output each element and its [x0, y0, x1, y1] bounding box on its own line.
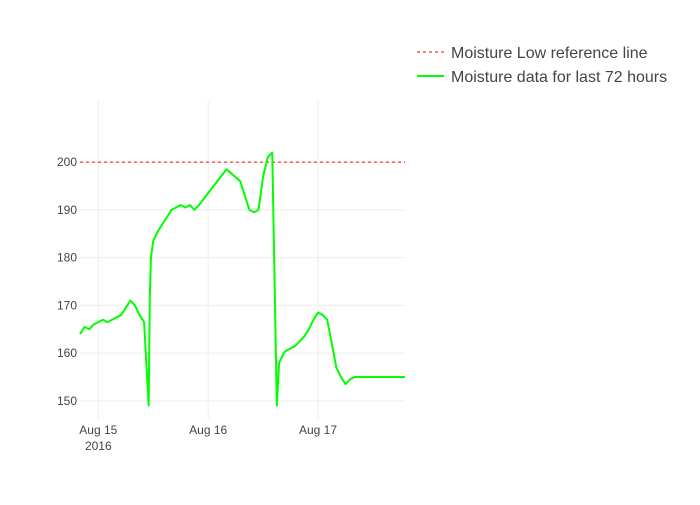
- y-tick-label: 180: [57, 251, 77, 265]
- legend-label: Moisture data for last 72 hours: [451, 69, 667, 86]
- grid-layer: [80, 100, 405, 420]
- legend[interactable]: Moisture Low reference line Moisture data…: [417, 45, 667, 86]
- moisture-series-line[interactable]: [79, 151, 405, 407]
- series-layer: [79, 151, 405, 407]
- x-tick-label: Aug 17: [299, 423, 337, 437]
- y-tick-label: 160: [57, 346, 77, 360]
- y-tick-label: 170: [57, 298, 77, 312]
- y-tick-label: 190: [57, 203, 77, 217]
- legend-item[interactable]: Moisture data for last 72 hours: [417, 69, 667, 86]
- y-tick-label: 150: [57, 394, 77, 408]
- axis-layer: 150 160 170 180 190 200 Aug 15 2016 Aug 16 Aug 17: [57, 155, 337, 453]
- y-tick-label: 200: [57, 155, 77, 169]
- legend-label: Moisture Low reference line: [451, 45, 648, 62]
- x-tick-sublabel: 2016: [85, 439, 112, 453]
- x-tick-label: Aug 16: [189, 423, 227, 437]
- legend-item[interactable]: Moisture Low reference line: [417, 45, 648, 62]
- x-tick-label: Aug 15: [79, 423, 117, 437]
